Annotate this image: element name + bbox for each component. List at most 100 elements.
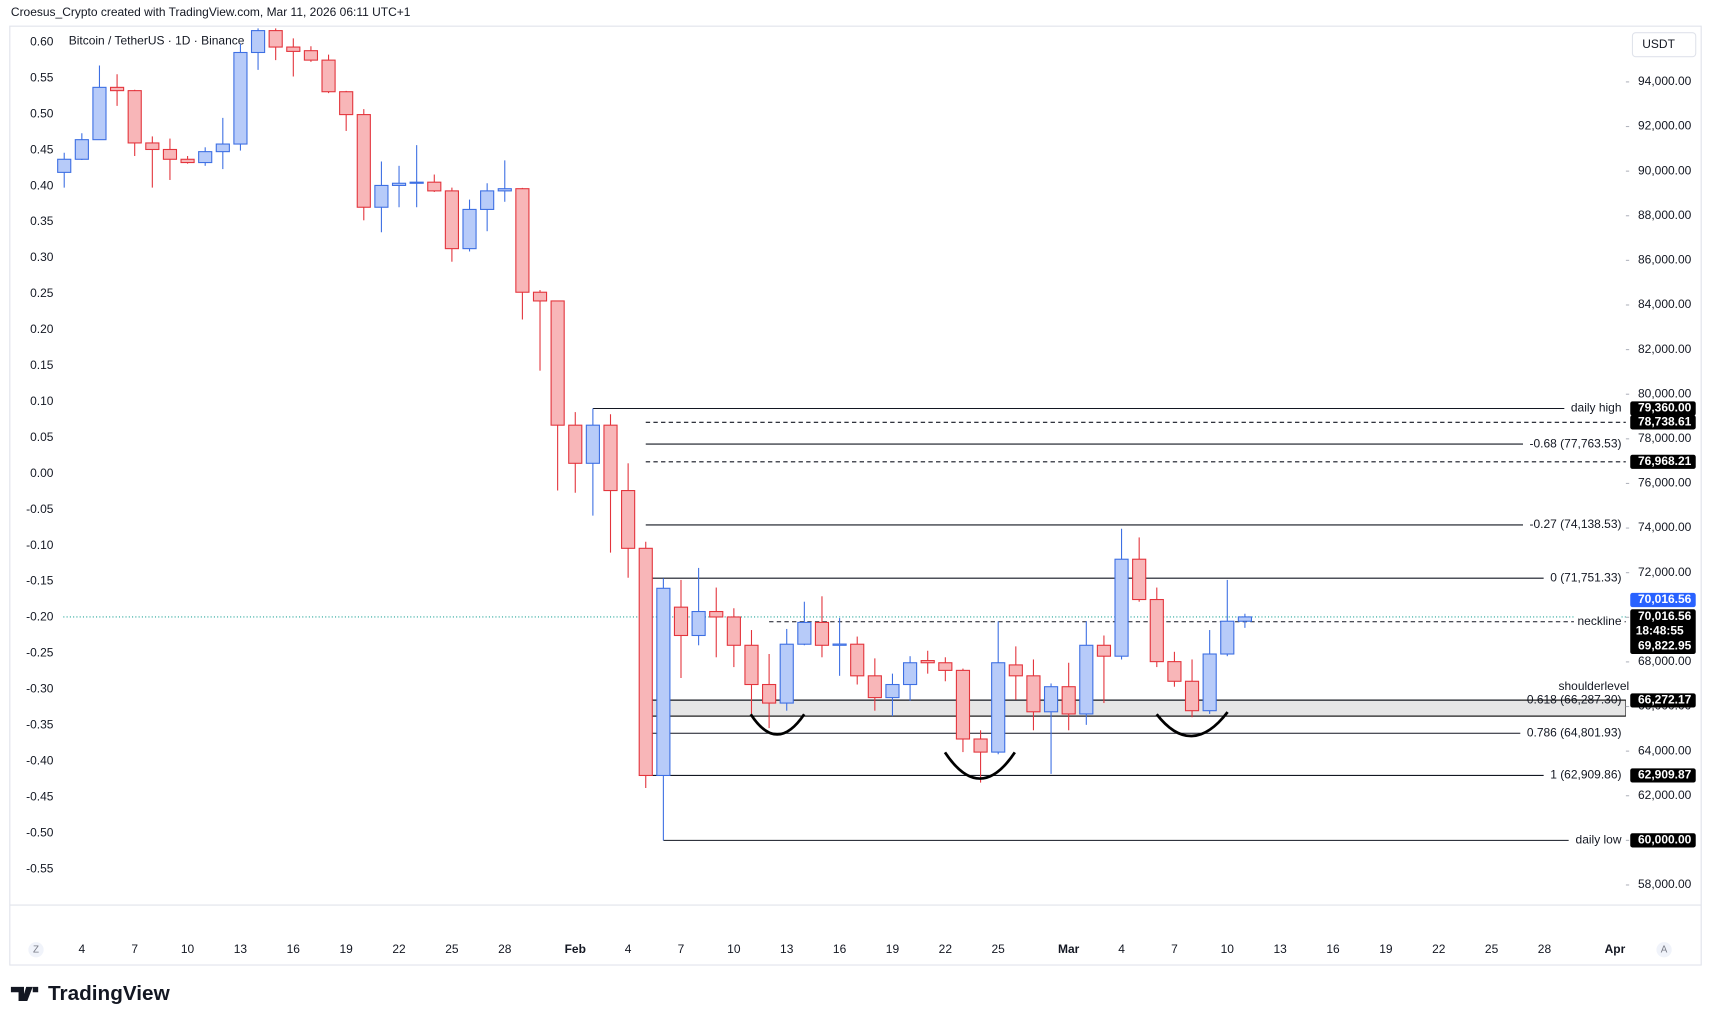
- x-tick-label: 19: [886, 942, 900, 956]
- y2-tick-label: -0.25: [26, 646, 54, 660]
- y2-tick-label: 0.05: [30, 430, 54, 444]
- y2-tick-label: -0.45: [26, 789, 54, 803]
- candle-body: [867, 675, 882, 699]
- zone-label: shoulderlevel: [1559, 679, 1630, 693]
- candle-body: [339, 91, 354, 116]
- x-tick-label: Apr: [1605, 942, 1626, 956]
- y2-tick-label: -0.20: [26, 610, 54, 624]
- z-button[interactable]: [28, 942, 44, 958]
- level-label: -0.68 (77,763.53): [1530, 436, 1622, 450]
- head-arc: [943, 751, 1016, 780]
- level-label: daily low: [1576, 833, 1622, 847]
- x-tick-label: 10: [727, 942, 741, 956]
- x-tick-label: Mar: [1058, 942, 1080, 956]
- candle-body: [127, 90, 142, 144]
- candle-body: [814, 621, 830, 646]
- candle-body: [938, 662, 953, 671]
- y-tick-label: 90,000.00: [1638, 163, 1692, 177]
- candle-body: [1184, 680, 1200, 712]
- candle-body: [1061, 686, 1076, 715]
- level-label: 0.786 (64,801.93): [1527, 725, 1622, 739]
- y-tick-label: 86,000.00: [1638, 253, 1692, 267]
- candle-body: [885, 683, 900, 699]
- x-tick-label: 16: [833, 942, 847, 956]
- candle-body: [1167, 661, 1182, 682]
- level-label: -0.27 (74,138.53): [1530, 517, 1622, 531]
- candle-body: [374, 184, 389, 208]
- x-tick-label: 28: [498, 942, 512, 956]
- candle-body: [356, 114, 371, 208]
- x-tick-label: 7: [678, 942, 685, 956]
- candle-body: [74, 139, 89, 160]
- y2-tick-label: 0.50: [30, 106, 54, 120]
- x-tick-label: 19: [1379, 942, 1393, 956]
- a-button[interactable]: [1656, 942, 1672, 958]
- last-price-box: [1630, 609, 1696, 654]
- candle-body: [1096, 644, 1112, 657]
- candle-body: [303, 50, 319, 61]
- currency: USDT: [1642, 37, 1675, 51]
- price-tag: [1630, 415, 1696, 430]
- a-label[interactable]: A: [1661, 944, 1668, 955]
- candle-body: [515, 188, 530, 293]
- candle-body: [1079, 644, 1094, 715]
- y-tick-label: 80,000.00: [1638, 386, 1692, 400]
- level-label: 1 (62,909.86): [1550, 768, 1621, 782]
- candle-body: [92, 86, 107, 141]
- candle-body: [1149, 598, 1164, 663]
- y-tick-label: 76,000.00: [1638, 476, 1692, 490]
- countdown: 18:48:55: [1636, 623, 1684, 637]
- price-tag-label: 66,272.17: [1638, 693, 1692, 707]
- x-tick-label: Feb: [565, 942, 586, 956]
- candle-body: [744, 644, 759, 686]
- prev-close-label: 69,822.95: [1638, 639, 1692, 653]
- y2-tick-label: 0.55: [30, 70, 54, 84]
- chart-frame: [9, 25, 1702, 966]
- y2-tick-label: 0.15: [30, 358, 54, 372]
- x-tick-label: 25: [1485, 942, 1499, 956]
- candle-body: [427, 181, 442, 192]
- candle-body: [462, 208, 477, 250]
- y-tick-label: 88,000.00: [1638, 208, 1692, 222]
- candle-body: [902, 662, 918, 686]
- candle-body: [145, 142, 160, 151]
- candle-body: [532, 291, 548, 302]
- label-bg: [1573, 615, 1622, 629]
- currency-box: [1631, 32, 1697, 58]
- candle-body: [550, 300, 565, 426]
- candle-body: [480, 190, 495, 210]
- pattern-arcs: [749, 711, 1229, 780]
- candle-body: [444, 190, 459, 250]
- z-label[interactable]: Z: [33, 944, 39, 955]
- y-tick-label: 72,000.00: [1638, 565, 1692, 579]
- x-tick-label: 19: [339, 942, 353, 956]
- x-tick-label: 16: [1326, 942, 1340, 956]
- y-tick-label: 82,000.00: [1638, 342, 1692, 356]
- candle-body: [57, 158, 72, 173]
- candle-body: [1026, 675, 1041, 713]
- right-shoulder-arc: [1155, 711, 1229, 738]
- y2-tick-label: -0.50: [26, 825, 54, 839]
- x-tick-label: 28: [1538, 942, 1552, 956]
- last-price-tag: [1630, 592, 1696, 608]
- y-tick-label: 74,000.00: [1638, 520, 1692, 534]
- candles: [57, 28, 1252, 841]
- y2-tick-label: 0.45: [30, 142, 54, 156]
- candle-body: [621, 490, 636, 549]
- candle-body: [286, 46, 301, 52]
- candle-body: [920, 660, 935, 664]
- candle-body: [691, 610, 706, 637]
- candle-body: [321, 59, 336, 93]
- y2-tick-label: 0.00: [30, 466, 54, 480]
- y-tick-label: 78,000.00: [1638, 431, 1692, 445]
- candle-body: [973, 738, 988, 753]
- candle-body: [638, 547, 653, 777]
- candle-body: [215, 143, 230, 153]
- x-tick-label: 13: [1273, 942, 1287, 956]
- candle-body: [779, 643, 794, 704]
- candle-body: [1043, 686, 1059, 713]
- y2-tick-label: 0.20: [30, 322, 54, 336]
- level-label: daily high: [1571, 401, 1622, 415]
- y2-tick-label: 0.35: [30, 214, 54, 228]
